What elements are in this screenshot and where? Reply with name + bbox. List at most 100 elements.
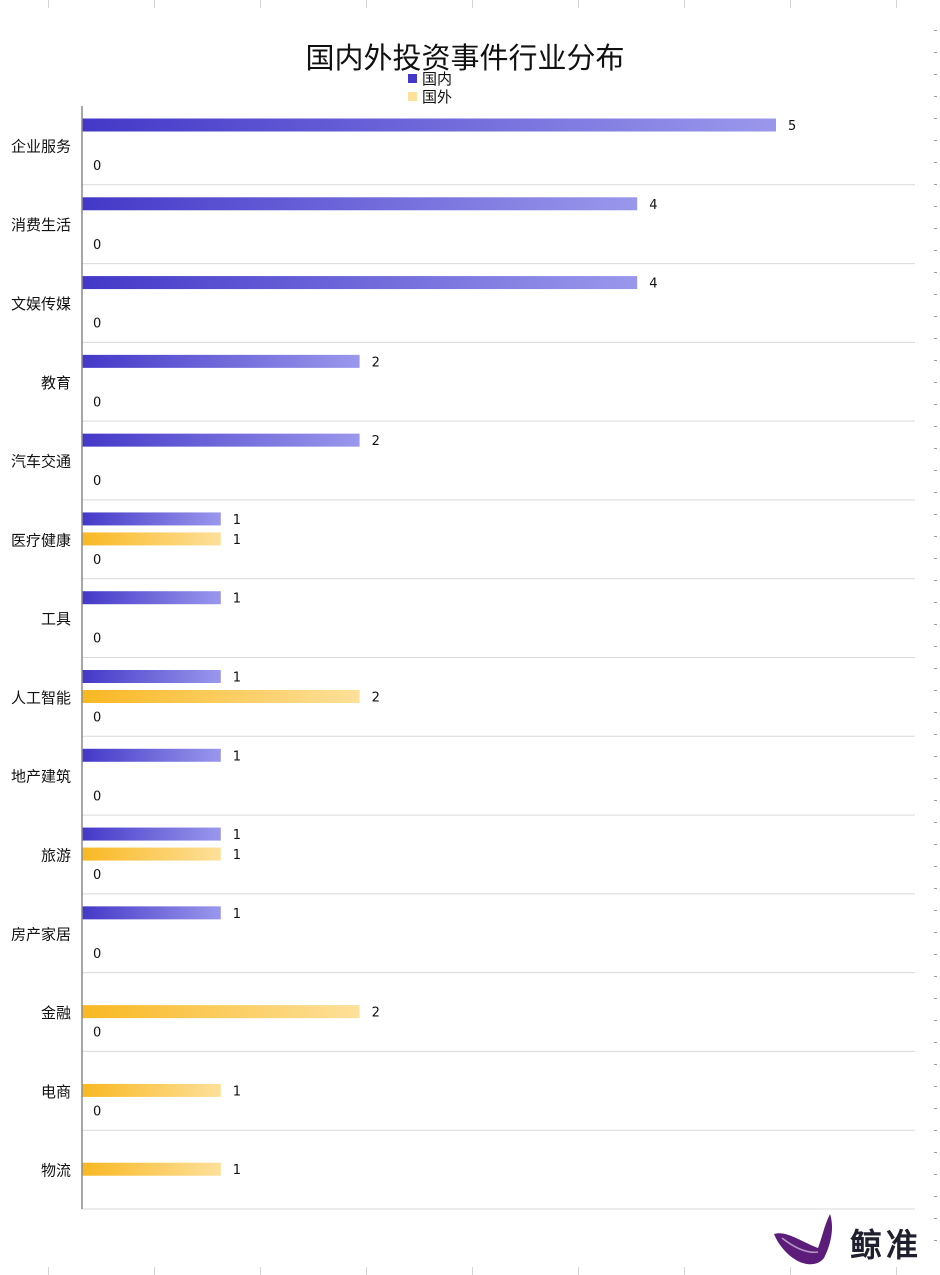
frame-tick [934, 184, 937, 185]
frame-tick [934, 294, 937, 295]
jingzhun-logo: 鲸准 [772, 1208, 922, 1268]
frame-tick [934, 1196, 937, 1197]
data-label-zero: 0 [93, 1026, 101, 1041]
frame-tick [934, 470, 937, 471]
data-label-domestic: 1 [233, 907, 241, 922]
bar-foreign [82, 1083, 221, 1097]
frame-tick [934, 1042, 937, 1043]
data-label-zero: 0 [93, 317, 101, 332]
category-label: 工具 [41, 610, 71, 628]
data-label-foreign: 1 [233, 848, 241, 863]
data-label-foreign: 1 [233, 533, 241, 548]
frame-tick [790, 0, 791, 8]
whale-icon [774, 1214, 832, 1265]
frame-tick [578, 1267, 579, 1275]
legend-item-foreign: 国外 [408, 87, 452, 106]
bar-domestic [82, 748, 221, 762]
frame-tick [472, 0, 473, 8]
frame-tick [934, 1240, 937, 1241]
data-label-domestic: 2 [372, 434, 380, 449]
frame-tick [366, 0, 367, 8]
data-label-domestic: 1 [233, 592, 241, 607]
frame-tick [154, 1267, 155, 1275]
data-label-zero: 0 [93, 868, 101, 883]
frame-tick [934, 74, 937, 75]
bar-foreign [82, 532, 221, 546]
data-label-foreign: 1 [233, 1163, 241, 1178]
frame-tick [934, 514, 937, 515]
bar-domestic [82, 118, 776, 132]
bar-foreign [82, 1005, 360, 1019]
legend-swatch-domestic [408, 73, 417, 83]
frame-tick [934, 624, 937, 625]
frame-tick [896, 0, 897, 8]
bar-domestic [82, 906, 221, 920]
frame-tick [934, 976, 937, 977]
data-label-foreign: 1 [233, 1084, 241, 1099]
frame-tick [934, 998, 937, 999]
category-label: 地产建筑 [11, 768, 71, 786]
frame-tick [48, 1267, 49, 1275]
logo-text: 鲸准 [850, 1226, 923, 1264]
frame-tick [934, 602, 937, 603]
bar-domestic [82, 197, 638, 211]
bar-domestic [82, 670, 221, 683]
category-label: 金融 [41, 1004, 71, 1022]
data-label-domestic: 1 [233, 828, 241, 843]
frame-tick [934, 448, 937, 449]
frame-tick [934, 492, 937, 493]
frame-tick [934, 866, 937, 867]
frame-tick [934, 316, 937, 317]
data-label-zero: 0 [93, 632, 101, 647]
frame-tick [934, 800, 937, 801]
data-label-foreign: 2 [372, 1006, 380, 1021]
frame-tick [48, 0, 49, 8]
bar-foreign [82, 847, 221, 861]
frame-tick [934, 272, 937, 273]
category-label: 汽车交通 [11, 453, 71, 471]
category-label: 教育 [41, 374, 71, 392]
chart-title: 国内外投资事件行业分布 [305, 41, 625, 76]
frame-tick [934, 536, 937, 537]
data-label-zero: 0 [93, 238, 101, 253]
bar-domestic [82, 591, 221, 605]
frame-tick [934, 162, 937, 163]
legend: 国内 国外 [408, 69, 452, 106]
frame-tick [934, 30, 937, 31]
frame-tick [934, 822, 937, 823]
data-label-domestic: 1 [233, 749, 241, 764]
data-label-zero: 0 [93, 947, 101, 962]
frame-tick [934, 910, 937, 911]
bar-domestic [82, 354, 360, 368]
frame-tick [934, 338, 937, 339]
data-label-domestic: 1 [233, 513, 241, 528]
frame-tick [934, 206, 937, 207]
frame-tick [934, 954, 937, 955]
legend-item-domestic: 国内 [408, 69, 452, 88]
category-label: 房产家居 [11, 925, 71, 943]
frame-tick [934, 844, 937, 845]
frame-tick [260, 0, 261, 8]
frame-tick [934, 360, 937, 361]
frame-tick [934, 140, 937, 141]
frame-tick [366, 1267, 367, 1275]
frame-tick [934, 1152, 937, 1153]
bar-domestic [82, 276, 638, 290]
frame-tick [154, 0, 155, 8]
frame-tick [934, 250, 937, 251]
frame-tick [934, 580, 937, 581]
frame-tick [684, 1267, 685, 1275]
frame-tick [934, 668, 937, 669]
frame-tick [578, 0, 579, 8]
frame-tick [934, 1020, 937, 1021]
data-label-zero: 0 [93, 1104, 101, 1119]
category-label: 消费生活 [11, 216, 71, 234]
data-label-domestic: 4 [649, 198, 657, 213]
frame-tick [934, 712, 937, 713]
frame-tick [934, 1086, 937, 1087]
legend-swatch-foreign [408, 91, 417, 101]
frame-tick [790, 1267, 791, 1275]
data-label-zero: 0 [93, 711, 101, 726]
frame-tick [934, 690, 937, 691]
